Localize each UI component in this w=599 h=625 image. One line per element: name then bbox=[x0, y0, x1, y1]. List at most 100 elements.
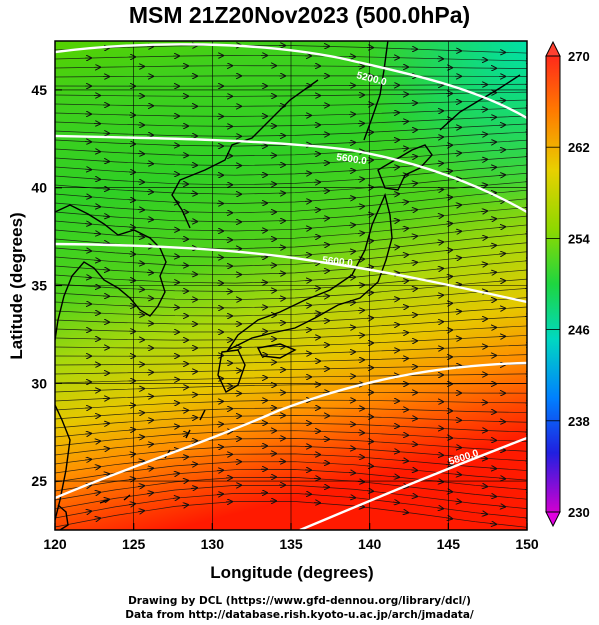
coastline-taiwan bbox=[57, 504, 69, 530]
wind-arrow bbox=[137, 461, 144, 462]
wind-arrow bbox=[410, 157, 417, 158]
wind-arrow bbox=[436, 269, 443, 270]
streamline bbox=[55, 198, 527, 223]
colorbar-tick-label: 230 bbox=[568, 505, 590, 520]
colorbar-tick-label: 270 bbox=[568, 49, 590, 64]
coastline-asia-north bbox=[171, 79, 319, 229]
wind-arrow bbox=[454, 153, 461, 154]
wind-arrow bbox=[454, 285, 461, 286]
wind-arrow bbox=[436, 163, 443, 164]
wind-arrow bbox=[102, 474, 109, 475]
credit-drawing: Drawing by DCL (https://www.gfd-dennou.o… bbox=[128, 595, 471, 607]
wind-arrow bbox=[146, 444, 153, 445]
wind-arrow bbox=[392, 221, 399, 222]
coastline-kyushu bbox=[217, 349, 246, 393]
wind-arrow bbox=[128, 430, 135, 431]
chart-title: MSM 21Z20Nov2023 (500.0hPa) bbox=[128, 2, 471, 28]
wind-arrow bbox=[498, 281, 505, 282]
wind-arrow bbox=[137, 511, 144, 512]
wind-arrow bbox=[93, 492, 100, 493]
y-tick-label: 25 bbox=[31, 473, 47, 489]
wind-arrow bbox=[401, 460, 408, 461]
wind-arrow bbox=[410, 289, 417, 290]
wind-arrow bbox=[445, 518, 452, 519]
wind-arrow bbox=[401, 307, 408, 308]
wind-arrow bbox=[445, 250, 452, 251]
wind-arrow bbox=[480, 237, 487, 238]
wind-arrow bbox=[366, 466, 373, 467]
wind-arrow bbox=[489, 167, 496, 168]
contour-5600-upper bbox=[55, 134, 527, 214]
wind-arrow bbox=[102, 216, 109, 217]
wind-arrow bbox=[454, 205, 461, 206]
wind-arrow bbox=[445, 197, 452, 198]
streamline bbox=[55, 407, 527, 420]
wind-arrow bbox=[410, 236, 417, 237]
streamline bbox=[55, 415, 527, 429]
streamline bbox=[55, 115, 527, 127]
wind-arrow bbox=[454, 311, 461, 312]
wind-arrow bbox=[392, 502, 399, 503]
streamline bbox=[55, 485, 527, 510]
wind-arrow bbox=[436, 295, 443, 296]
wind-arrow bbox=[84, 197, 91, 198]
colorbar-ramp bbox=[545, 55, 561, 513]
wind-arrow bbox=[357, 179, 364, 180]
wind-arrow bbox=[357, 482, 364, 483]
wind-arrow bbox=[410, 444, 417, 445]
wind-arrow bbox=[480, 185, 487, 186]
wind-arrow bbox=[445, 277, 452, 278]
wind-arrow bbox=[454, 474, 461, 475]
wind-arrow bbox=[454, 231, 461, 232]
wind-arrow bbox=[366, 491, 373, 492]
wind-arrow bbox=[480, 264, 487, 265]
wind-arrow bbox=[392, 194, 399, 195]
colorbar: 270 262 254 246 238 230 bbox=[545, 40, 590, 528]
y-tick-label: 40 bbox=[31, 180, 47, 196]
x-tick-label: 145 bbox=[437, 536, 461, 552]
wind-arrow bbox=[410, 470, 417, 471]
x-tick-label: 130 bbox=[201, 536, 225, 552]
wind-arrow bbox=[348, 225, 355, 226]
wind-arrow bbox=[498, 506, 505, 507]
contour-5600-lower bbox=[55, 242, 527, 304]
wind-arrow bbox=[84, 459, 91, 460]
wind-arrow bbox=[357, 259, 364, 260]
wind-arrow bbox=[392, 477, 399, 478]
wind-arrow bbox=[401, 281, 408, 282]
wind-arrow bbox=[348, 251, 355, 252]
x-tick-label: 140 bbox=[358, 536, 382, 552]
coastline-china-south bbox=[55, 404, 71, 521]
wind-arrow bbox=[102, 499, 109, 500]
streamline bbox=[55, 172, 527, 195]
y-tick-label: 45 bbox=[31, 82, 47, 98]
wind-arrow bbox=[172, 498, 179, 499]
wind-arrow bbox=[436, 216, 443, 217]
wind-arrow bbox=[445, 224, 452, 225]
streamline bbox=[55, 164, 527, 186]
wind-arrow bbox=[401, 202, 408, 203]
coastline-kurils bbox=[439, 74, 521, 131]
wind-arrow bbox=[489, 219, 496, 220]
colorbar-tick-label: 254 bbox=[568, 231, 590, 246]
contour-5900 bbox=[299, 436, 527, 530]
wind-arrow bbox=[322, 245, 329, 246]
coastline-shikoku bbox=[256, 343, 297, 359]
wind-streamlines bbox=[55, 45, 527, 528]
wind-arrow bbox=[348, 198, 355, 199]
wind-arrow bbox=[410, 496, 417, 497]
wind-arrow bbox=[489, 245, 496, 246]
credit-data: Data from http://database.rish.kyoto-u.a… bbox=[125, 609, 474, 621]
wind-arrow bbox=[137, 486, 144, 487]
wind-arrow bbox=[84, 251, 91, 252]
wind-arrow bbox=[498, 175, 505, 176]
wind-arrow bbox=[410, 262, 417, 263]
wind-arrow bbox=[392, 451, 399, 452]
wind-arrow bbox=[480, 159, 487, 160]
wind-arrow bbox=[102, 449, 109, 450]
wind-arrow bbox=[128, 504, 135, 505]
y-tick-label: 30 bbox=[31, 375, 47, 391]
wind-arrow bbox=[366, 267, 373, 268]
wind-arrow bbox=[348, 277, 355, 278]
